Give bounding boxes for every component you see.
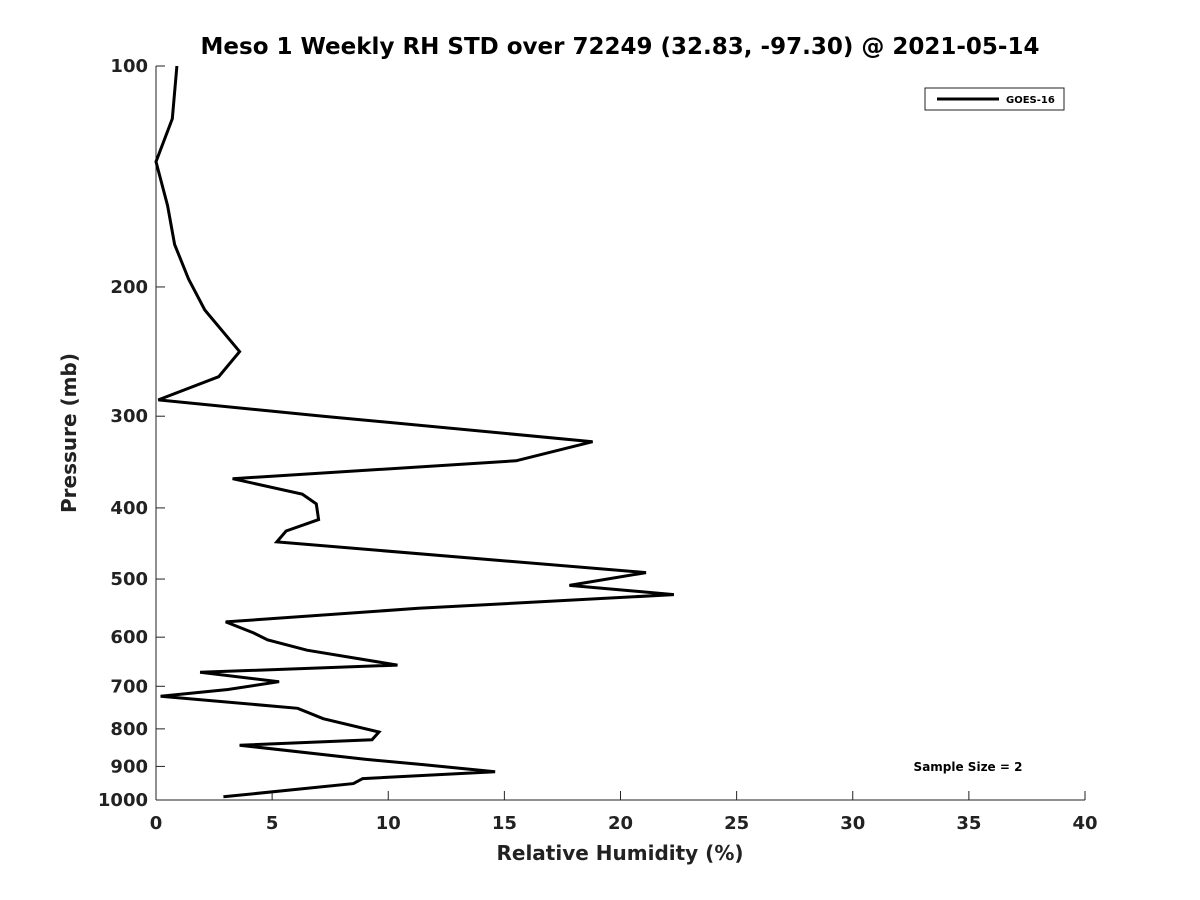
axes: 0 5 10 15 20 25 30 35 40 100 200 300 400 500 600 700 800… <box>98 56 1098 834</box>
chart-title: Meso 1 Weekly RH STD over 72249 (32.83, … <box>201 34 1040 60</box>
y-tick-label: 1000 <box>98 790 148 811</box>
legend: GOES-16 <box>924 87 1065 111</box>
x-tick-label: 15 <box>492 813 517 834</box>
y-tick-label: 500 <box>110 569 148 590</box>
y-tick-label: 200 <box>110 277 148 298</box>
x-tick-label: 20 <box>608 813 633 834</box>
y-tick-label: 900 <box>110 756 148 777</box>
x-tick-label: 25 <box>724 813 749 834</box>
x-axis-label: Relative Humidity (%) <box>496 841 743 865</box>
y-tick-label: 600 <box>110 627 148 648</box>
series-line-goes-16 <box>154 65 675 799</box>
x-tick-label: 5 <box>266 813 279 834</box>
sample-size-annotation: Sample Size = 2 <box>914 760 1023 774</box>
x-tick-label: 0 <box>150 813 163 834</box>
y-tick-label: 300 <box>110 406 148 427</box>
x-tick-label: 30 <box>840 813 865 834</box>
x-tick-label: 35 <box>956 813 981 834</box>
legend-label: GOES-16 <box>1006 95 1055 106</box>
y-tick-label: 400 <box>110 498 148 519</box>
y-tick-label: 800 <box>110 719 148 740</box>
x-tick-label: 40 <box>1072 813 1097 834</box>
y-axis-label: Pressure (mb) <box>57 353 81 513</box>
y-tick-label: 700 <box>110 676 148 697</box>
y-tick-label: 100 <box>110 56 148 77</box>
series-group <box>154 65 675 799</box>
x-tick-label: 10 <box>376 813 401 834</box>
